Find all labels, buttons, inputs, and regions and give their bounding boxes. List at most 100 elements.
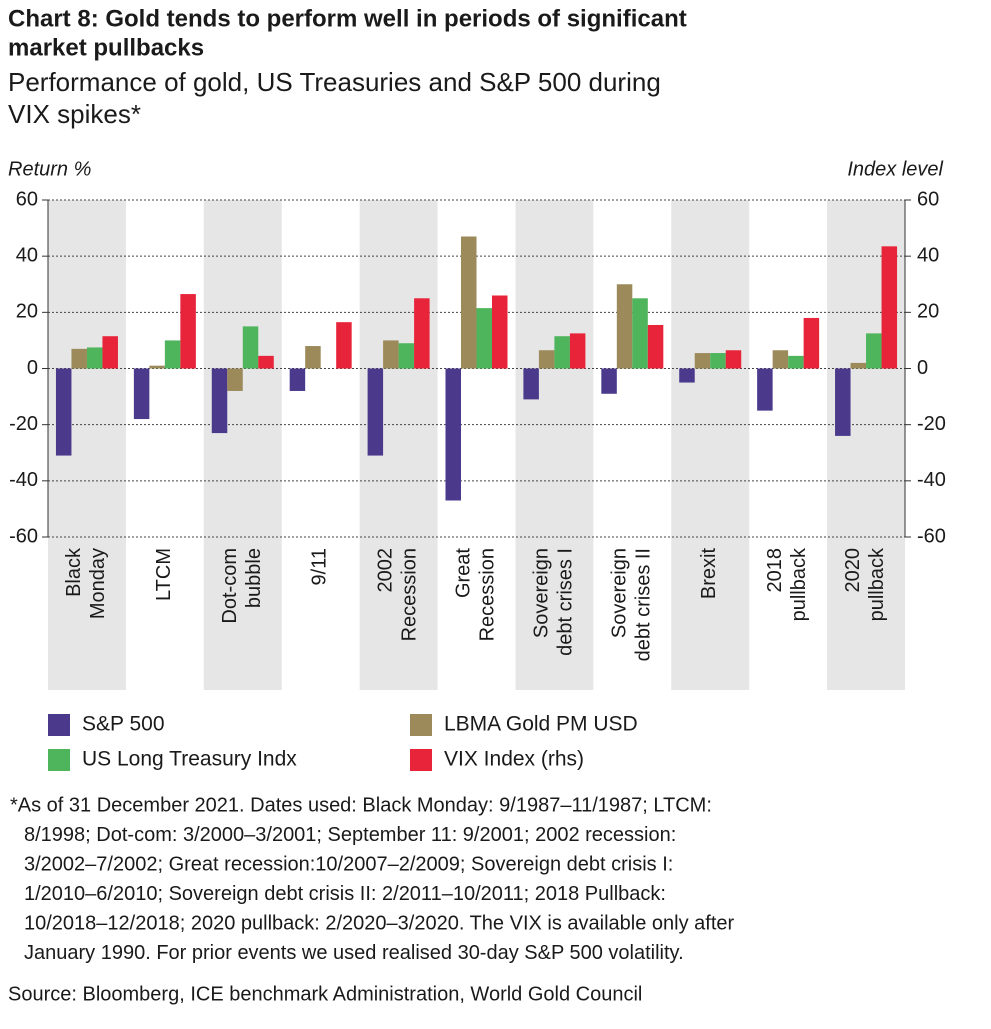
chart-subtitle: VIX spikes* bbox=[8, 99, 141, 129]
bar bbox=[414, 298, 430, 369]
x-tick-label: Brexit bbox=[699, 548, 721, 600]
x-tick-label-line: debt crises II bbox=[633, 548, 655, 661]
x-tick-label-line: Great bbox=[453, 548, 475, 598]
x-tick-label: LTCM bbox=[153, 548, 175, 601]
x-tick-label: Great Recession bbox=[453, 548, 499, 642]
bar bbox=[757, 368, 773, 411]
footnote: 1/2010–6/2010; Sovereign debt crisis II:… bbox=[24, 883, 666, 905]
bar bbox=[694, 353, 711, 369]
bar bbox=[850, 362, 867, 369]
bar bbox=[398, 343, 415, 369]
y2-tick-label: 0 bbox=[917, 357, 928, 379]
footnote: 8/1998; Dot-com: 3/2000–3/2001; Septembe… bbox=[24, 824, 676, 846]
bar bbox=[71, 348, 87, 369]
legend-swatch bbox=[48, 749, 70, 771]
chart-title: market pullbacks bbox=[8, 34, 204, 61]
chart-subtitle: Performance of gold, US Treasuries and S… bbox=[8, 67, 661, 97]
y2-tick-label: 60 bbox=[917, 188, 939, 210]
bar bbox=[242, 326, 259, 369]
footnote: *As of 31 December 2021. Dates used: Bla… bbox=[10, 794, 712, 816]
y2-tick-label: -20 bbox=[917, 413, 946, 435]
y-tick-label: 60 bbox=[16, 188, 38, 210]
bar bbox=[227, 368, 243, 391]
x-tick-label-line: debt crises I bbox=[555, 548, 577, 656]
bar bbox=[476, 308, 492, 369]
bar bbox=[538, 350, 555, 369]
band-shade bbox=[515, 200, 594, 690]
x-tick-label: 2018 pullback bbox=[764, 547, 810, 621]
footnote: 10/2018–12/2018; 2020 pullback: 2/2020–3… bbox=[24, 912, 735, 934]
footnote: January 1990. For prior events we used r… bbox=[24, 942, 684, 964]
bar bbox=[133, 368, 150, 420]
legend-label: LBMA Gold PM USD bbox=[444, 713, 638, 736]
y-tick-label: 0 bbox=[27, 357, 38, 379]
bar bbox=[383, 340, 399, 369]
x-tick-label-line: 2002 bbox=[375, 548, 397, 593]
bar bbox=[710, 353, 726, 369]
x-tick-label-line: Black bbox=[63, 547, 85, 597]
bar bbox=[461, 236, 477, 369]
bar bbox=[554, 336, 570, 369]
legend-label: VIX Index (rhs) bbox=[444, 748, 584, 771]
bar bbox=[866, 333, 882, 369]
y-tick-label: -60 bbox=[9, 525, 38, 547]
bar bbox=[788, 355, 804, 369]
x-tick-label-line: 2020 bbox=[842, 548, 864, 593]
bar bbox=[445, 368, 461, 501]
y-axis-label: Return % bbox=[8, 158, 91, 180]
x-tick-label-line: Sovereign bbox=[609, 548, 631, 638]
x-tick-label-line: Recession bbox=[399, 548, 421, 641]
legend-swatch bbox=[48, 714, 70, 736]
bar bbox=[55, 368, 72, 456]
y2-tick-label: -40 bbox=[917, 469, 946, 491]
band-shade bbox=[203, 200, 282, 690]
x-tick-label: 9/11 bbox=[309, 548, 331, 585]
bar bbox=[492, 295, 508, 369]
y-tick-label: -40 bbox=[9, 469, 38, 491]
bar bbox=[601, 368, 617, 394]
bar bbox=[211, 368, 228, 434]
bar bbox=[632, 298, 648, 369]
bar bbox=[616, 284, 633, 369]
x-tick-label-line: pullback bbox=[866, 547, 888, 621]
y2-tick-label: 20 bbox=[917, 301, 939, 323]
x-tick-label-line: 2018 bbox=[764, 548, 786, 593]
x-tick-label: 2002 Recession bbox=[375, 548, 421, 641]
bar bbox=[336, 322, 352, 369]
x-tick-label-line: Dot-com bbox=[219, 548, 241, 624]
bar bbox=[102, 336, 118, 369]
x-tick-label-line: Recession bbox=[477, 548, 499, 641]
x-tick-label: Dot-com bubble bbox=[219, 548, 265, 624]
x-tick-label-line: Brexit bbox=[699, 548, 721, 600]
y2-tick-label: 40 bbox=[917, 244, 939, 266]
x-tick-label-line: Monday bbox=[87, 548, 109, 619]
bar bbox=[86, 347, 103, 369]
y-tick-label: -20 bbox=[9, 413, 38, 435]
x-tick-label-line: 9/11 bbox=[309, 548, 331, 585]
legend-label: US Long Treasury Indx bbox=[82, 748, 297, 771]
bar bbox=[835, 368, 851, 436]
x-tick-label-line: LTCM bbox=[153, 548, 175, 601]
x-tick-label: Sovereign debt crises II bbox=[609, 548, 655, 661]
bar bbox=[289, 368, 306, 391]
y2-tick-label: -60 bbox=[917, 525, 946, 547]
source: Source: Bloomberg, ICE benchmark Adminis… bbox=[8, 983, 642, 1005]
bar bbox=[305, 346, 321, 369]
x-tick-label: Black Monday bbox=[63, 547, 109, 619]
x-tick-label-line: Sovereign bbox=[531, 548, 553, 638]
bar bbox=[258, 355, 274, 369]
bar bbox=[803, 317, 820, 369]
bar bbox=[647, 324, 664, 369]
bar bbox=[149, 365, 165, 369]
bar bbox=[164, 340, 181, 369]
x-tick-label: 2020 pullback bbox=[842, 547, 888, 621]
x-tick-label-line: bubble bbox=[243, 548, 265, 608]
footnote: 3/2002–7/2002; Great recession:10/2007–2… bbox=[24, 853, 673, 875]
bar bbox=[523, 368, 539, 400]
y-tick-label: 20 bbox=[16, 301, 38, 323]
y-tick-label: 40 bbox=[16, 244, 38, 266]
x-tick-label-line: pullback bbox=[788, 547, 810, 621]
bar bbox=[679, 368, 695, 383]
bar bbox=[881, 246, 898, 369]
